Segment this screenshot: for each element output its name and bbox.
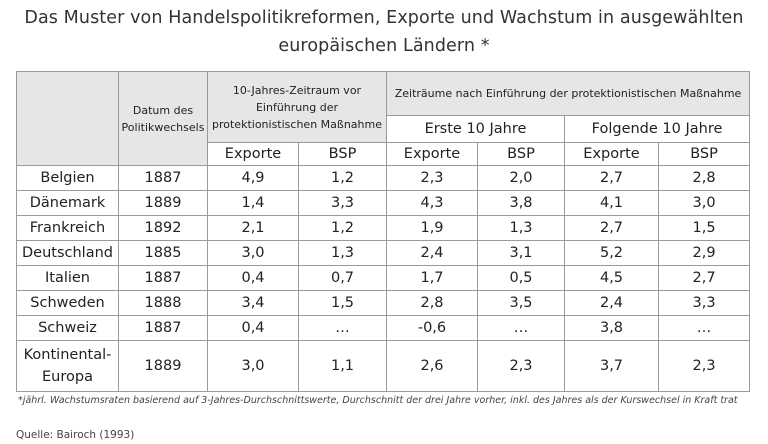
year-cell: 1888 — [118, 290, 208, 316]
value-cell: 3,3 — [657, 290, 751, 316]
corner-cell — [16, 71, 119, 166]
header-exports: Exporte — [386, 142, 478, 166]
value-cell: 3,1 — [477, 240, 565, 266]
table-row: Schweden 1888 3,4 1,5 2,8 3,5 2,4 3,3 — [16, 290, 751, 316]
year-cell: 1887 — [118, 265, 208, 291]
value-cell: 3,8 — [564, 315, 659, 341]
footnote: *jährl. Wachstumsraten basierend auf 3-J… — [18, 395, 738, 406]
country-cell: Kontinental- Europa — [16, 340, 119, 392]
header-exports: Exporte — [564, 142, 659, 166]
value-cell: 2,8 — [657, 165, 751, 191]
value-cell: 1,3 — [477, 215, 565, 241]
header-date: Datum des Politikwechsels — [118, 71, 208, 166]
country-cell: Italien — [16, 265, 119, 291]
value-cell: 3,5 — [477, 290, 565, 316]
country-cell: Dänemark — [16, 190, 119, 216]
table-row: Frankreich 1892 2,1 1,2 1,9 1,3 2,7 1,5 — [16, 215, 751, 241]
country-name-line-1: Kontinental- — [23, 347, 112, 363]
header-exports: Exporte — [207, 142, 299, 166]
value-cell: 2,4 — [564, 290, 659, 316]
value-cell: 3,7 — [564, 340, 659, 392]
value-cell: 0,4 — [207, 315, 299, 341]
value-cell: 4,9 — [207, 165, 299, 191]
value-cell: 1,3 — [298, 240, 387, 266]
year-cell: 1892 — [118, 215, 208, 241]
value-cell: 1,7 — [386, 265, 478, 291]
value-cell: … — [298, 315, 387, 341]
header-first-10-years: Erste 10 Jahre — [386, 115, 565, 143]
header-gnp: BSP — [657, 142, 751, 166]
header-gnp: BSP — [298, 142, 387, 166]
value-cell: 4,3 — [386, 190, 478, 216]
header-next-10-years: Folgende 10 Jahre — [563, 115, 751, 143]
table-title-line-1: Das Muster von Handelspolitikreformen, E… — [24, 8, 744, 28]
value-cell: 2,3 — [657, 340, 751, 392]
table-row: Belgien 1887 4,9 1,2 2,3 2,0 2,7 2,8 — [16, 165, 751, 191]
country-cell: Schweden — [16, 290, 119, 316]
value-cell: 0,4 — [207, 265, 299, 291]
value-cell: 1,2 — [298, 165, 387, 191]
year-cell: 1889 — [118, 190, 208, 216]
value-cell: 5,2 — [564, 240, 659, 266]
value-cell: 2,3 — [386, 165, 478, 191]
value-cell: 1,9 — [386, 215, 478, 241]
value-cell: 1,2 — [298, 215, 387, 241]
year-cell: 1889 — [118, 340, 208, 392]
value-cell: 0,7 — [298, 265, 387, 291]
value-cell: 2,0 — [477, 165, 565, 191]
value-cell: 1,1 — [298, 340, 387, 392]
value-cell: 3,4 — [207, 290, 299, 316]
value-cell: 2,6 — [386, 340, 478, 392]
value-cell: 3,0 — [207, 340, 299, 392]
value-cell: 4,1 — [564, 190, 659, 216]
table-row: Italien 1887 0,4 0,7 1,7 0,5 4,5 2,7 — [16, 265, 751, 291]
value-cell: -0,6 — [386, 315, 478, 341]
table-row: Dänemark 1889 1,4 3,3 4,3 3,8 4,1 3,0 — [16, 190, 751, 216]
year-cell: 1885 — [118, 240, 208, 266]
value-cell: 3,0 — [657, 190, 751, 216]
table-row: Schweiz 1887 0,4… -0,6… 3,8… — [16, 315, 751, 341]
value-cell: … — [657, 315, 751, 341]
value-cell: 1,5 — [657, 215, 751, 241]
value-cell: 0,5 — [477, 265, 565, 291]
value-cell: 2,7 — [657, 265, 751, 291]
value-cell: 2,1 — [207, 215, 299, 241]
header-after-period: Zeiträume nach Einführung der protektion… — [385, 71, 751, 116]
data-table: Datum des Politikwechsels 10-Jahres-Zeit… — [16, 71, 751, 392]
value-cell: 1,5 — [298, 290, 387, 316]
country-cell: Belgien — [16, 165, 119, 191]
country-cell: Schweiz — [16, 315, 119, 341]
header-gnp: BSP — [477, 142, 565, 166]
value-cell: 1,4 — [207, 190, 299, 216]
year-cell: 1887 — [118, 315, 208, 341]
country-cell: Deutschland — [16, 240, 119, 266]
value-cell: 4,5 — [564, 265, 659, 291]
table-row: Kontinental- Europa 1889 3,0 1,1 2,6 2,3… — [16, 340, 751, 392]
value-cell: 2,8 — [386, 290, 478, 316]
country-cell: Frankreich — [16, 215, 119, 241]
header-before-period: 10-Jahres-Zeitraum vor Einführung der pr… — [207, 71, 387, 143]
value-cell: 3,0 — [207, 240, 299, 266]
value-cell: 2,9 — [657, 240, 751, 266]
source-note: Quelle: Bairoch (1993) — [16, 429, 135, 441]
value-cell: 2,4 — [386, 240, 478, 266]
value-cell: 3,3 — [298, 190, 387, 216]
value-cell: 2,7 — [564, 165, 659, 191]
value-cell: 3,8 — [477, 190, 565, 216]
value-cell: … — [477, 315, 565, 341]
table-row: Deutschland 1885 3,0 1,3 2,4 3,1 5,2 2,9 — [16, 240, 751, 266]
table-title-line-2: europäischen Ländern * — [278, 36, 490, 56]
year-cell: 1887 — [118, 165, 208, 191]
value-cell: 2,7 — [564, 215, 659, 241]
value-cell: 2,3 — [477, 340, 565, 392]
country-name-line-2: Europa — [42, 369, 93, 385]
